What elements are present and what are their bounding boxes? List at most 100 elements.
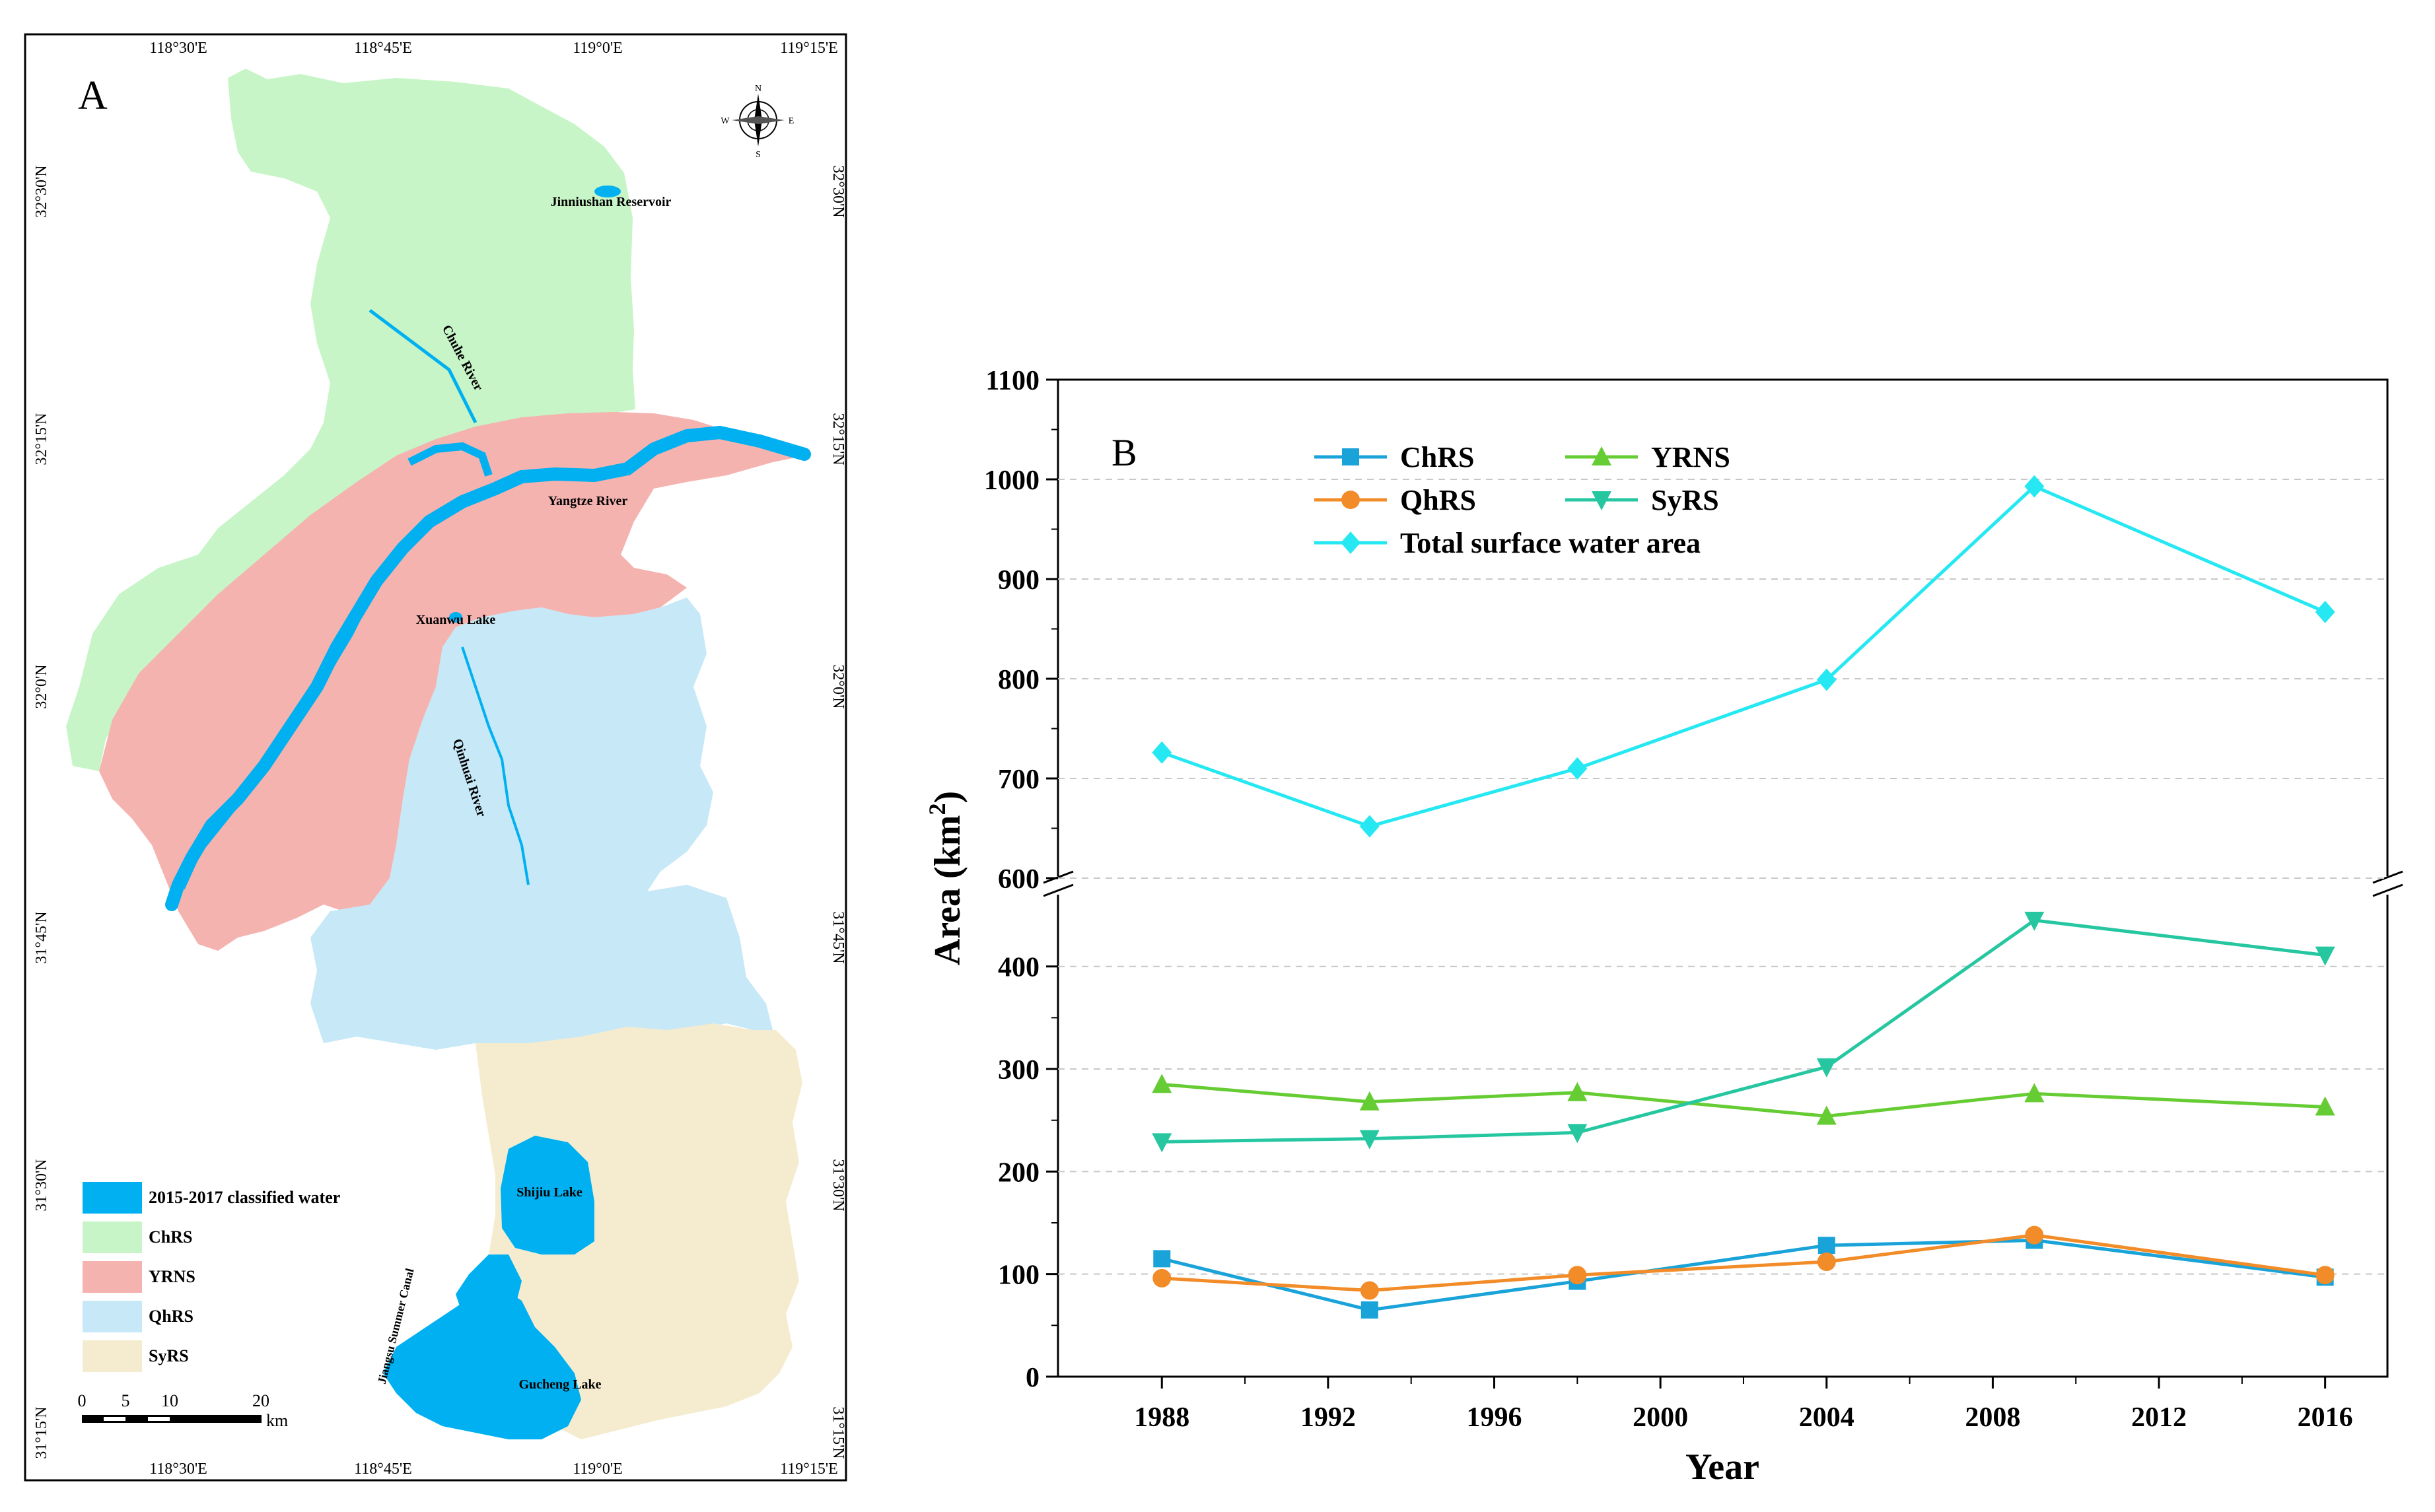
legend-label-qhrs: QhRS bbox=[1400, 484, 1476, 516]
y-tick-label: 900 bbox=[998, 565, 1040, 596]
lon-tick-top: 118°45'E bbox=[354, 40, 412, 57]
y-tick-label: 600 bbox=[998, 864, 1040, 895]
point-total-surface-water-area bbox=[1816, 668, 1837, 691]
point-yrns bbox=[1359, 1091, 1380, 1111]
x-tick-label: 2004 bbox=[1799, 1402, 1854, 1433]
lat-tick-left: 31°15'N bbox=[33, 1406, 50, 1459]
legend-swatch-chrs bbox=[83, 1221, 142, 1253]
point-qhrs bbox=[1152, 1268, 1172, 1288]
lon-tick-top: 119°0'E bbox=[573, 40, 623, 57]
legend-label-chrs: ChRS bbox=[1400, 441, 1475, 473]
legend-marker-chrs bbox=[1342, 448, 1359, 465]
series-layer bbox=[1152, 475, 2335, 1319]
point-syrs bbox=[1359, 1130, 1380, 1150]
scale-tick: 20 bbox=[252, 1391, 269, 1410]
lat-tick-left: 32°30'N bbox=[33, 165, 50, 217]
label-gucheng: Gucheng Lake bbox=[518, 1377, 601, 1392]
y-tick-label: 0 bbox=[1026, 1363, 1040, 1393]
point-yrns bbox=[1152, 1074, 1172, 1093]
legend-swatch-yrns bbox=[83, 1261, 142, 1293]
compass-n: N bbox=[755, 84, 761, 94]
water-qinhuai-river bbox=[461, 646, 530, 885]
water-yangtze-branch bbox=[407, 442, 493, 477]
lat-tick-left: 32°15'N bbox=[33, 413, 50, 465]
lon-tick-bottom: 119°15'E bbox=[780, 1460, 838, 1478]
y-tick-label: 400 bbox=[998, 953, 1040, 983]
map-panel: A 118°30'E 118°45'E 119°0'E 119°15'E 118… bbox=[24, 33, 847, 1482]
lon-tick-bottom: 118°45'E bbox=[354, 1460, 412, 1478]
series-line-total-surface-water-area bbox=[1161, 484, 2326, 829]
x-ticks: 1988 1992 1996 2000 2004 2008 2012 2016 bbox=[1134, 1377, 2353, 1433]
point-total-surface-water-area bbox=[2024, 475, 2045, 498]
point-total-surface-water-area bbox=[2315, 600, 2335, 623]
legend-swatch-qhrs bbox=[83, 1301, 142, 1332]
x-tick-label: 1992 bbox=[1300, 1402, 1356, 1433]
point-syrs bbox=[1816, 1058, 1837, 1078]
y-tick-label: 800 bbox=[998, 665, 1040, 695]
legend-marker-syrs bbox=[1592, 491, 1611, 510]
chart-panel-label: B bbox=[1112, 431, 1137, 474]
compass-e: E bbox=[789, 116, 794, 126]
point-yrns bbox=[1816, 1105, 1837, 1125]
lon-tick-top: 118°30'E bbox=[149, 40, 207, 57]
lon-tick-bottom: 119°0'E bbox=[573, 1460, 623, 1478]
label-xuanwu: Xuanwu Lake bbox=[416, 613, 496, 627]
y-tick-label: 200 bbox=[998, 1157, 1040, 1188]
lat-tick-right: 32°15'N bbox=[829, 413, 847, 465]
legend-marker-qhrs bbox=[1341, 491, 1360, 509]
point-yrns bbox=[2024, 1083, 2045, 1103]
scale-unit: km bbox=[266, 1411, 288, 1430]
map-legend: 2015-2017 classified water ChRS YRNS QhR… bbox=[83, 1182, 340, 1372]
series-line-syrs bbox=[1162, 918, 2325, 1144]
y-axis-title-close: ) bbox=[927, 791, 968, 804]
point-syrs bbox=[2024, 911, 2045, 931]
lat-tick-right: 32°30'N bbox=[829, 165, 847, 217]
point-syrs bbox=[2315, 946, 2335, 966]
x-tick-label: 2016 bbox=[2298, 1402, 2353, 1433]
point-yrns bbox=[1567, 1082, 1588, 1101]
x-tick-label: 2008 bbox=[1965, 1402, 2020, 1433]
lat-tick-left: 31°45'N bbox=[33, 911, 50, 963]
x-tick-label: 2012 bbox=[2131, 1402, 2187, 1433]
label-shijiu: Shijiu Lake bbox=[516, 1185, 582, 1200]
y-axis-title-main: Area (km bbox=[927, 815, 968, 966]
lon-tick-bottom: 118°30'E bbox=[149, 1460, 207, 1478]
legend-label-syrs: SyRS bbox=[1651, 484, 1719, 516]
grid-layer bbox=[1058, 479, 2387, 1275]
point-syrs bbox=[1567, 1124, 1588, 1144]
label-yangtze: Yangtze River bbox=[548, 494, 628, 508]
region-qhrs bbox=[310, 598, 773, 1050]
legend-label-syrs: SyRS bbox=[149, 1346, 189, 1365]
y-tick-label: 300 bbox=[998, 1055, 1040, 1085]
series-line-yrns bbox=[1162, 1082, 2325, 1118]
x-tick-label: 1988 bbox=[1134, 1402, 1189, 1433]
water-gucheng-area bbox=[383, 1288, 581, 1439]
lat-tick-right: 31°45'N bbox=[829, 911, 847, 963]
legend-label-yrns: YRNS bbox=[1651, 441, 1730, 473]
point-qhrs bbox=[1817, 1253, 1836, 1272]
scale-tick: 0 bbox=[78, 1391, 87, 1410]
water-canal-area bbox=[456, 1254, 522, 1314]
legend-label-water: 2015-2017 classified water bbox=[149, 1188, 340, 1207]
legend-marker-total-surface-water-area bbox=[1341, 532, 1360, 554]
series-line-chrs bbox=[1161, 1238, 2325, 1312]
y-axis-title: Area (km2) bbox=[924, 791, 968, 965]
axis-break-right bbox=[2372, 870, 2403, 897]
legend-label-yrns: YRNS bbox=[149, 1267, 195, 1286]
legend-label-qhrs: QhRS bbox=[149, 1307, 194, 1326]
point-total-surface-water-area bbox=[1152, 741, 1172, 764]
x-tick-label: 1996 bbox=[1467, 1402, 1522, 1433]
legend-swatch-syrs bbox=[83, 1340, 142, 1372]
scale-bar: 0 5 10 20 km bbox=[78, 1391, 289, 1430]
y-tick-label: 1000 bbox=[984, 465, 1040, 496]
point-qhrs bbox=[1568, 1266, 1587, 1285]
legend-label-total-surface-water-area: Total surface water area bbox=[1400, 527, 1701, 559]
point-qhrs bbox=[2315, 1266, 2335, 1285]
point-total-surface-water-area bbox=[1359, 815, 1380, 838]
lat-tick-right: 32°0'N bbox=[829, 664, 847, 708]
y-tick-label: 100 bbox=[998, 1260, 1040, 1291]
compass-icon: N S E W bbox=[721, 84, 794, 160]
region-yrns bbox=[99, 412, 806, 951]
point-chrs bbox=[1817, 1237, 1835, 1254]
water-xuanwu-lake bbox=[449, 612, 462, 623]
